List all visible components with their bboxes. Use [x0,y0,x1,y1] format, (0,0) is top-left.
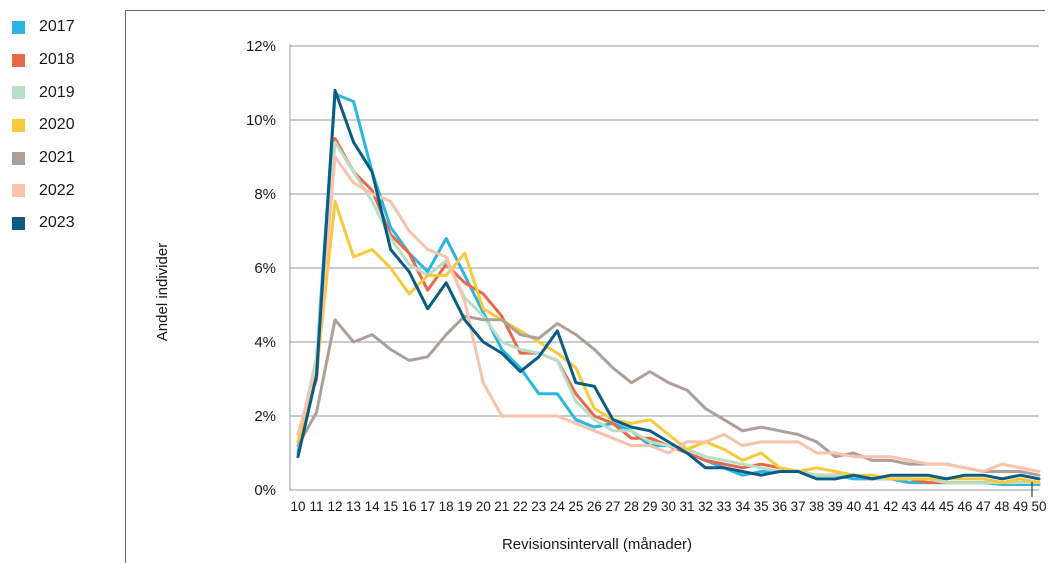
series-line-2022 [296,155,1041,473]
x-axis-label: Revisionsintervall (månader) [502,536,692,553]
x-tick-label: 15 [383,499,398,514]
x-tick-label: 43 [902,499,917,514]
x-tick-label: 33 [717,499,732,514]
y-axis-ticks: 0% 2% 4% 6% 8% 10% 12% [246,38,276,499]
x-tick-label: 11 [310,499,324,514]
chart-frame [125,10,1045,563]
x-tick-label: 18 [439,499,454,514]
legend-label: 2021 [39,149,75,167]
x-tick-label: 25 [568,499,583,514]
x-tick-label: 29 [642,499,657,514]
legend-swatch [12,151,25,165]
x-tick-label: 45 [939,499,954,514]
legend-item: 2023 [12,207,75,240]
x-tick-label: 37 [791,499,806,514]
series-line-2019 [296,140,1041,485]
x-tick-label: 16 [402,499,417,514]
x-tick-label: 32 [698,499,713,514]
series-line-2017 [296,92,1041,486]
y-axis-label: Andel individer [154,243,171,341]
series-line-2023 [296,88,1041,481]
legend-label: 2022 [39,181,75,199]
legend-label: 2017 [39,18,75,36]
gridlines [289,44,1039,491]
x-tick-label: 10 [290,499,305,514]
series-line-2020 [296,199,1041,485]
legend-swatch [12,216,25,230]
series-line-2021 [296,314,1041,477]
x-tick-label: 17 [420,499,435,514]
legend-swatch [12,184,25,198]
y-tick-label: 2% [254,408,276,425]
legend-label: 2023 [39,214,75,232]
x-tick-label: 13 [346,499,361,514]
x-tick-label: 23 [531,499,546,514]
x-tick-label: 44 [920,499,936,514]
x-tick-label: 19 [457,499,472,514]
y-tick-label: 6% [254,260,276,277]
legend-swatch [12,53,25,67]
x-tick-label: 27 [605,499,620,514]
legend-item: 2019 [12,76,75,109]
y-tick-label: 12% [246,38,276,55]
series-lines [296,88,1041,486]
x-tick-label: 34 [735,499,751,514]
x-tick-label: 48 [994,499,1009,514]
x-tick-label: 31 [680,499,695,514]
x-tick-label: 20 [476,499,491,514]
x-tick-label: 49 [1013,499,1028,514]
x-axis-ticks: 10 11 12 13 14 15 16 17 18 19 20 21 22 23 24 25 26 27 28 29… [290,499,1046,514]
legend-item: 2021 [12,142,75,175]
legend-label: 2019 [39,83,75,101]
y-tick-label: 10% [246,112,276,129]
x-tick-label: 12 [328,499,343,514]
x-tick-label: 50 [1031,499,1046,514]
legend-label: 2020 [39,116,75,134]
legend-swatch [12,86,25,100]
x-tick-label: 30 [661,499,676,514]
x-tick-label: 28 [624,499,639,514]
x-tick-label: 22 [513,499,528,514]
x-tick-label: 39 [828,499,843,514]
y-tick-label: 4% [254,334,276,351]
legend: 2017 2018 2019 2020 2021 2022 2023 [12,11,75,240]
x-tick-label: 21 [494,499,509,514]
x-tick-label: 24 [550,499,566,514]
x-tick-label: 42 [883,499,898,514]
series-line-2018 [296,137,1041,485]
x-tick-label: 14 [365,499,381,514]
x-tick-label: 46 [957,499,972,514]
y-tick-label: 0% [254,482,276,499]
legend-item: 2022 [12,174,75,207]
x-tick-label: 41 [865,499,880,514]
legend-swatch [12,20,25,34]
legend-label: 2018 [39,51,75,69]
x-tick-label: 47 [976,499,991,514]
legend-item: 2018 [12,44,75,77]
x-tick-label: 40 [846,499,861,514]
x-tick-label: 36 [772,499,787,514]
legend-item: 2017 [12,11,75,44]
y-tick-label: 8% [254,186,276,203]
x-tick-label: 35 [754,499,769,514]
legend-item: 2020 [12,109,75,142]
x-tick-label: 26 [587,499,602,514]
x-tick-label: 38 [809,499,824,514]
legend-swatch [12,118,25,132]
